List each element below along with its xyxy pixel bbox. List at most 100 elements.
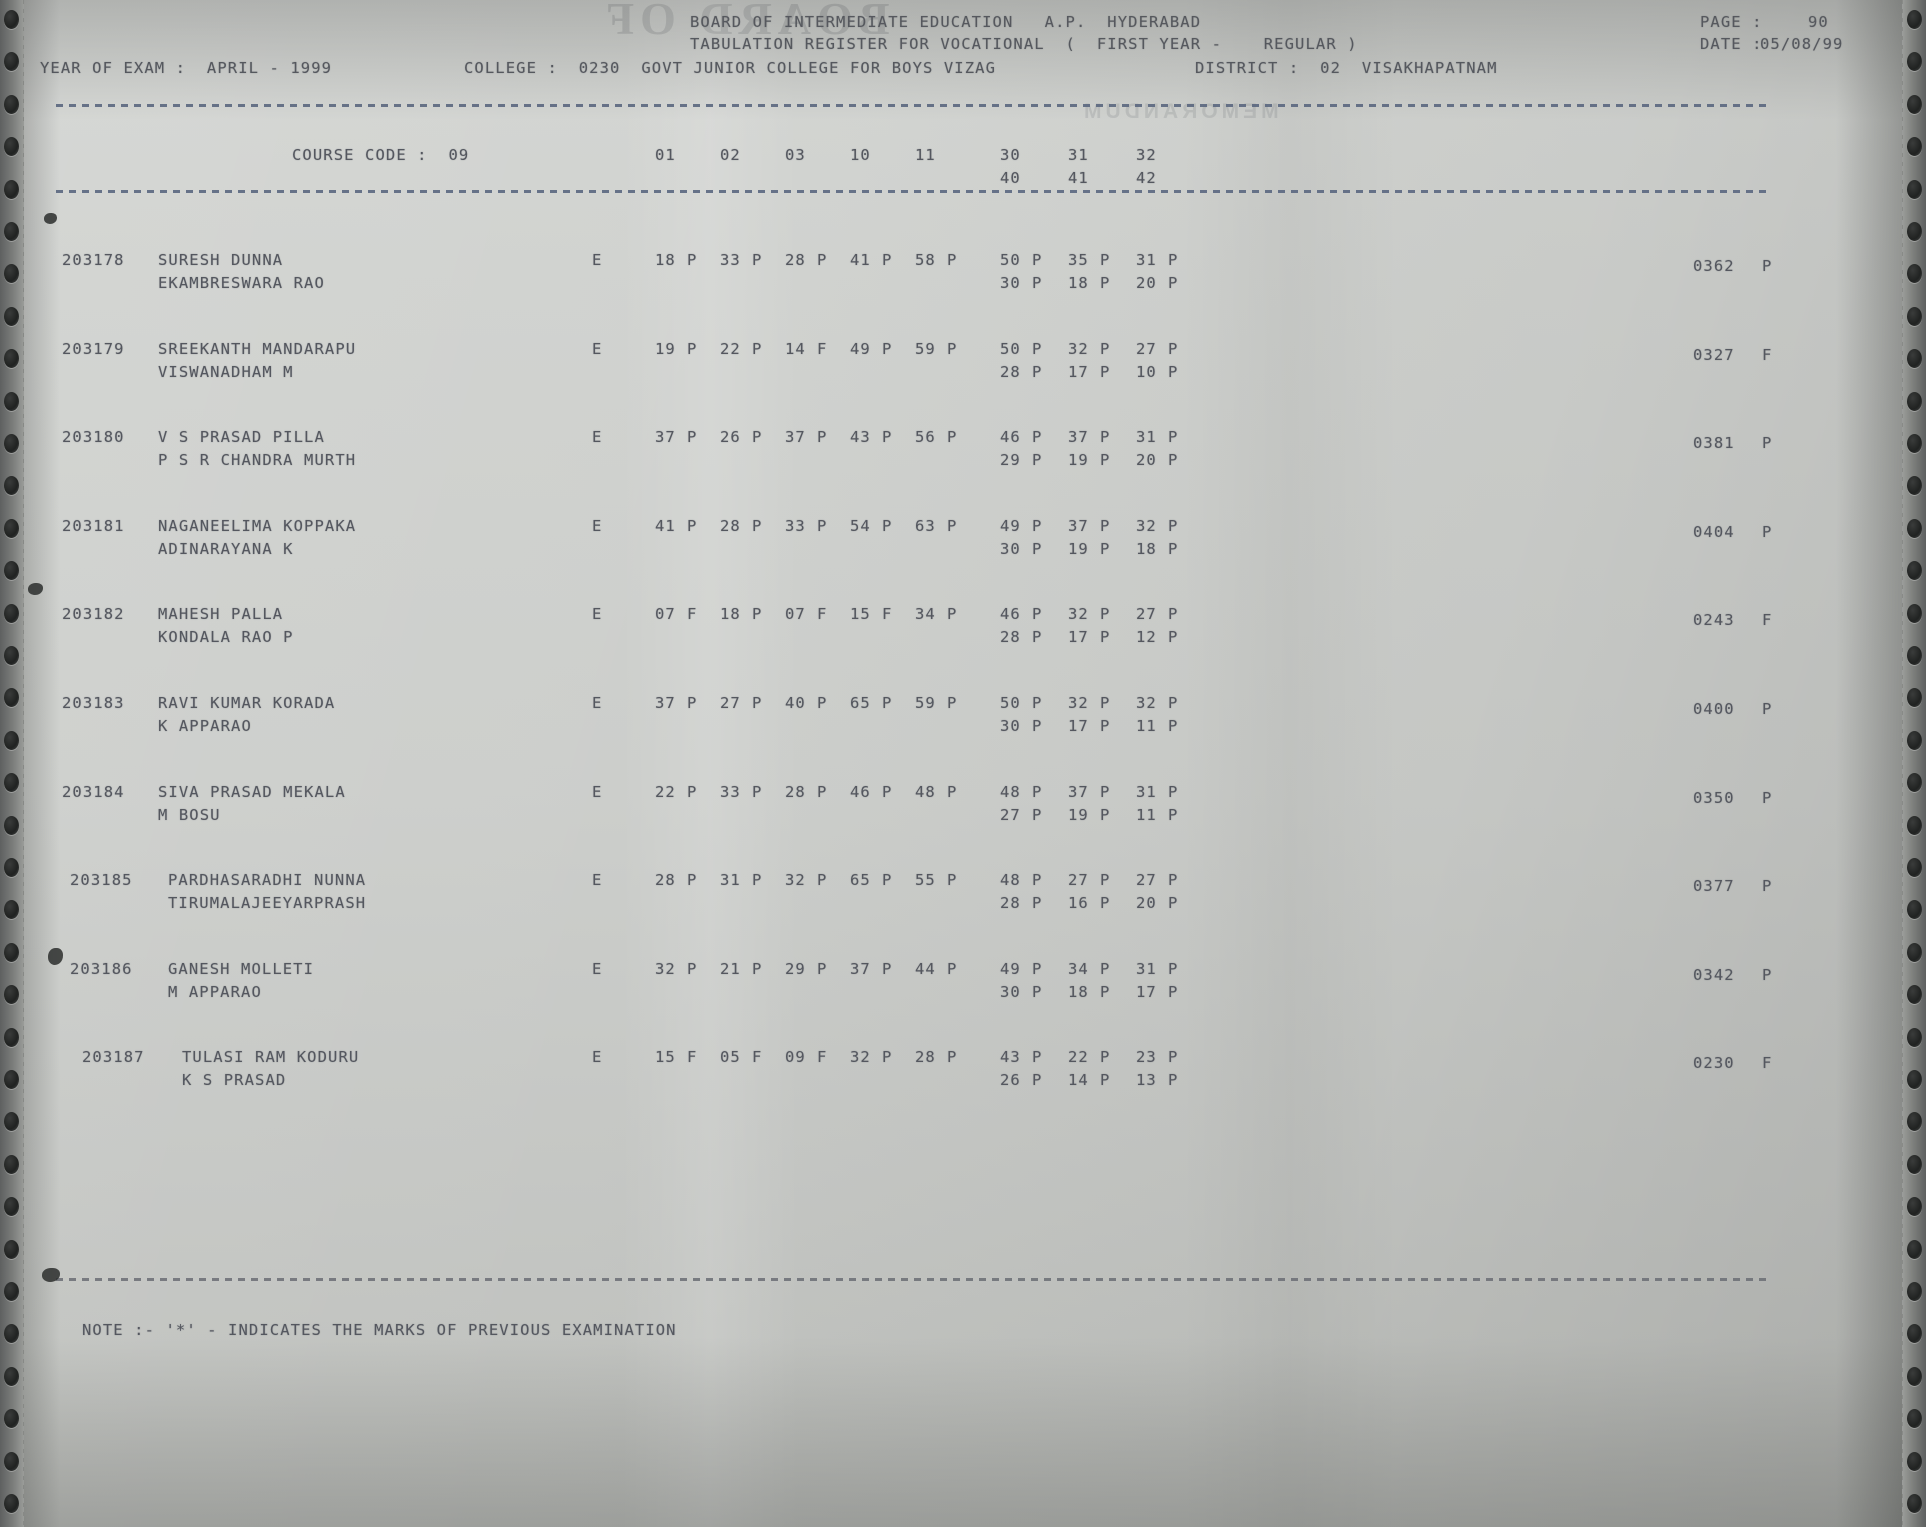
table-row: 203182 MAHESH PALLA KONDALA RAO P E 07 F 18 P 07… [0, 604, 1926, 650]
sprocket-hole [1907, 264, 1922, 284]
row-mark-value: 32 [850, 1048, 871, 1067]
row-mark-value: 10 [1136, 362, 1157, 381]
sprocket-hole [1907, 900, 1922, 920]
row-mark-result: P [1032, 717, 1043, 735]
row-mark-result: P [817, 251, 828, 269]
row-mark-result: F [687, 1048, 698, 1067]
header-institution: BOARD OF INTERMEDIATE EDUCATION A.P. HYD… [690, 13, 1202, 31]
row-mark-value: 44 [915, 959, 936, 978]
row-mark-result: P [1100, 516, 1111, 535]
sprocket-hole [1907, 476, 1922, 496]
row-mark-value: 27 [1136, 339, 1157, 358]
table-row: 203186 GANESH MOLLETI M APPARAO E 32 P 21 P 29 P 3… [0, 959, 1926, 1005]
row-mark-value: 30 [1000, 982, 1021, 1001]
sprocket-strip-left [0, 0, 24, 1527]
row-mark-result: P [1032, 516, 1043, 535]
row-mark-value: 32 [1068, 339, 1089, 358]
row-roll-number: 203187 [82, 1048, 145, 1067]
row-result: F [1762, 611, 1773, 630]
row-mark-result: P [1100, 451, 1111, 470]
row-mark-value: 28 [1000, 894, 1021, 913]
row-mark-result: F [882, 605, 893, 624]
date-value: 05/08/99 [1760, 35, 1844, 53]
scan-speck [42, 1268, 60, 1282]
row-mark-result: P [752, 871, 763, 890]
row-mark-value: 05 [720, 1048, 741, 1067]
row-father-name: M APPARAO [168, 982, 262, 1001]
row-mark-value: 31 [1136, 251, 1157, 269]
row-result: F [1762, 1054, 1773, 1073]
year-of-exam: YEAR OF EXAM : APRIL - 1999 [40, 59, 333, 77]
sprocket-hole [4, 730, 19, 750]
course-code: 10 [850, 146, 871, 164]
row-mark-value: 31 [1136, 428, 1157, 447]
row-mark-result: P [1100, 894, 1111, 913]
row-mark-value: 20 [1136, 451, 1157, 470]
sprocket-hole [1907, 646, 1922, 665]
footer-note: NOTE :- '*' - INDICATES THE MARKS OF PRE… [82, 1321, 677, 1339]
row-candidate-name: V S PRASAD PILLA [158, 428, 325, 447]
row-candidate-name: PARDHASARADHI NUNNA [168, 871, 367, 890]
row-mark-result: P [1168, 251, 1179, 269]
row-medium: E [592, 339, 603, 358]
row-mark-result: F [752, 1048, 763, 1067]
row-mark-result: P [1100, 694, 1111, 712]
sprocket-hole [1907, 1409, 1922, 1429]
row-mark-value: 23 [1136, 1048, 1157, 1067]
course-code: 01 [655, 146, 676, 164]
sprocket-hole [4, 1197, 19, 1217]
sprocket-hole [4, 1366, 19, 1386]
row-mark-value: 46 [1000, 428, 1021, 447]
row-mark-value: 17 [1068, 362, 1089, 381]
row-mark-result: P [1168, 1048, 1179, 1067]
scan-speck [28, 583, 43, 595]
row-mark-result: P [1168, 894, 1179, 913]
row-mark-value: 18 [1136, 539, 1157, 558]
row-mark-result: P [1168, 1071, 1179, 1090]
row-mark-result: P [687, 251, 698, 269]
sprocket-hole [4, 1154, 19, 1174]
row-mark-value: 15 [655, 1048, 676, 1067]
row-mark-value: 11 [1136, 805, 1157, 824]
row-medium: E [592, 516, 603, 535]
row-mark-result: P [752, 428, 763, 447]
sprocket-hole [1907, 1239, 1922, 1259]
row-mark-value: 27 [1136, 605, 1157, 624]
row-mark-result: F [817, 1048, 828, 1067]
row-mark-result: P [1100, 362, 1111, 381]
sprocket-hole [4, 942, 19, 962]
row-mark-value: 48 [1000, 782, 1021, 801]
row-mark-result: P [817, 959, 828, 978]
sprocket-hole [1907, 137, 1922, 157]
sprocket-hole [1907, 52, 1922, 72]
row-mark-result: P [947, 782, 958, 801]
sprocket-hole [1907, 10, 1922, 29]
row-mark-result: P [817, 516, 828, 535]
sprocket-hole [1907, 603, 1922, 623]
row-mark-result: P [1032, 428, 1043, 447]
row-total: 0400 [1693, 700, 1735, 718]
row-mark-value: 18 [1068, 982, 1089, 1001]
row-mark-result: P [687, 871, 698, 890]
row-mark-value: 54 [850, 516, 871, 535]
row-mark-value: 27 [1136, 871, 1157, 890]
row-mark-value: 35 [1068, 251, 1089, 269]
sprocket-hole [4, 518, 19, 538]
row-mark-value: 37 [1068, 428, 1089, 447]
row-mark-result: P [947, 428, 958, 447]
row-mark-result: P [1168, 628, 1179, 647]
row-mark-value: 32 [1136, 694, 1157, 712]
course-code: 02 [720, 146, 741, 164]
row-mark-value: 19 [655, 339, 676, 358]
row-mark-value: 49 [1000, 959, 1021, 978]
row-result: P [1762, 965, 1773, 984]
row-mark-result: P [882, 1048, 893, 1067]
row-candidate-name: TULASI RAM KODURU [182, 1048, 360, 1067]
row-mark-value: 37 [785, 428, 806, 447]
row-mark-value: 28 [785, 782, 806, 801]
row-mark-result: P [882, 339, 893, 358]
row-mark-value: 14 [785, 339, 806, 358]
row-medium: E [592, 605, 603, 624]
sprocket-hole [1907, 222, 1922, 241]
sprocket-hole [4, 349, 19, 369]
